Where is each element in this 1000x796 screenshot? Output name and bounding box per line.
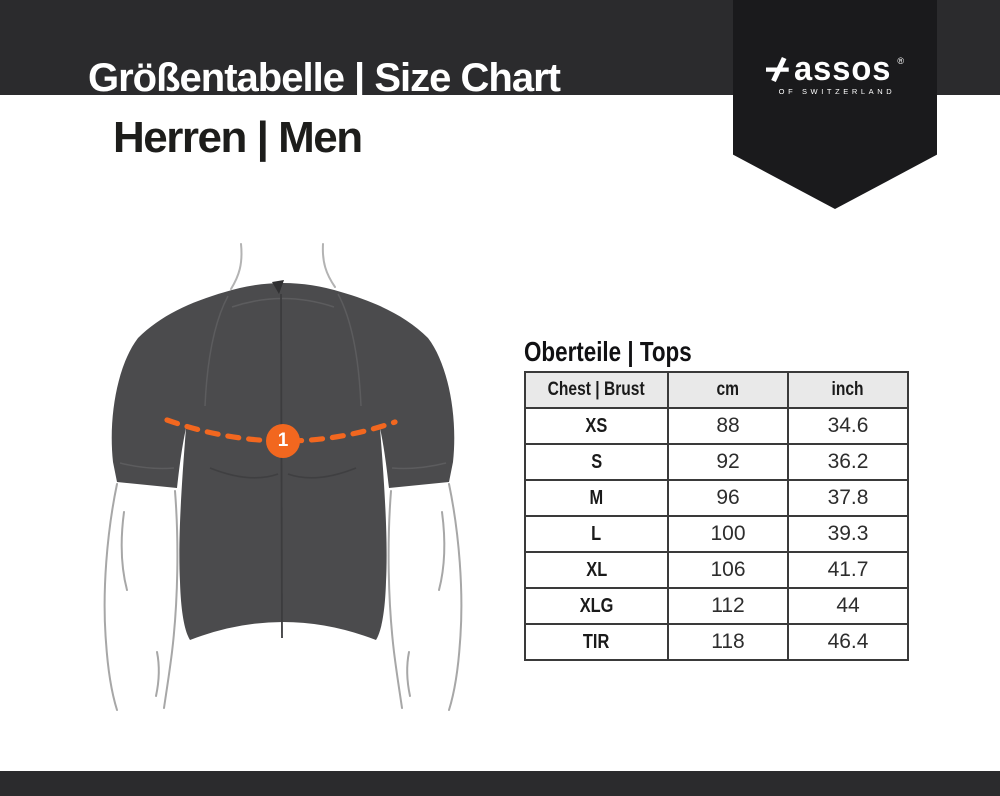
cm-value: 88 [667,407,789,445]
assos-logo: assos ® OF SWITZERLAND [765,50,905,96]
logo-tagline: OF SWITZERLAND [778,87,896,96]
inch-value: 41.7 [787,551,909,589]
collar-notch [272,280,284,294]
table-row: M 96 37.8 [524,479,909,517]
col-header-cm: cm [667,371,789,409]
col-header-chest: Chest | Brust [524,371,669,409]
table-row: XL 106 41.7 [524,551,909,589]
size-label: TIR [524,623,669,661]
jersey-body [111,283,455,640]
inch-value: 34.6 [787,407,909,445]
marker-label: 1 [277,430,289,451]
zipper-line [280,293,283,639]
inch-value: 37.8 [787,479,909,517]
jersey-illustration: 1 [60,210,500,730]
inch-value: 46.4 [787,623,909,661]
table-row: S 92 36.2 [524,443,909,481]
size-label: S [524,443,669,481]
table-row: TIR 118 46.4 [524,623,909,661]
size-table: Chest | Brust cm inch XS 88 34.6 S 92 36… [524,371,909,661]
table-row: L 100 39.3 [524,515,909,553]
inch-value: 44 [787,587,909,625]
neck-shape [230,244,336,290]
size-label: XL [524,551,669,589]
section-title: Oberteile | Tops [524,336,692,367]
chest-measure-marker: 1 [266,424,300,458]
inch-value: 39.3 [787,515,909,553]
bottom-banner [0,771,1000,796]
size-label: XS [524,407,669,445]
size-label: M [524,479,669,517]
size-label: XLG [524,587,669,625]
table-header-row: Chest | Brust cm inch [524,371,909,409]
table-row: XLG 112 44 [524,587,909,625]
table-row: XS 88 34.6 [524,407,909,445]
assos-mark-icon [765,57,789,82]
page-title: Größentabelle | Size Chart [88,56,561,100]
cm-value: 92 [667,443,789,481]
cm-value: 112 [667,587,789,625]
arms-outline [103,483,463,711]
cm-value: 96 [667,479,789,517]
cm-value: 106 [667,551,789,589]
logo-wordmark: assos [793,50,892,88]
registered-mark-icon: ® [897,56,905,66]
size-label: L [524,515,669,553]
cm-value: 118 [667,623,789,661]
brand-pennant: assos ® OF SWITZERLAND [733,0,937,209]
col-header-inch: inch [787,371,909,409]
jersey-svg [103,243,463,711]
page-subtitle: Herren | Men [113,113,363,162]
inch-value: 36.2 [787,443,909,481]
cm-value: 100 [667,515,789,553]
